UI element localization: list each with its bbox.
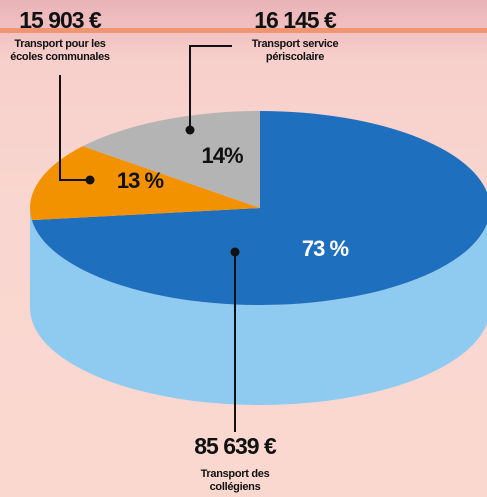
leader-line <box>59 75 90 181</box>
amount-label: 85 639 € <box>194 433 277 459</box>
value-label: 13 % <box>117 168 164 193</box>
category-label: Transport service périscolaire <box>251 38 339 63</box>
amount-label: 16 145 € <box>254 7 337 33</box>
leader-dots <box>85 125 240 257</box>
category-label: Transport des collégiens <box>200 468 270 493</box>
amount-label: 15 903 € <box>19 7 102 33</box>
leader-dot <box>85 175 95 185</box>
leader-line <box>189 45 232 130</box>
category-label: Transport pour les écoles communales <box>10 38 110 63</box>
value-label: 14% <box>201 143 242 168</box>
pie <box>29 111 487 405</box>
pie-slice <box>29 146 260 221</box>
pie-slice <box>82 111 260 208</box>
top-band <box>0 28 487 33</box>
pie-side <box>30 208 487 405</box>
leader-dot <box>185 125 195 135</box>
leaders <box>59 45 236 432</box>
value-label: 73 % <box>302 236 349 261</box>
leader-dot <box>230 247 240 257</box>
pie-slice <box>31 111 487 305</box>
